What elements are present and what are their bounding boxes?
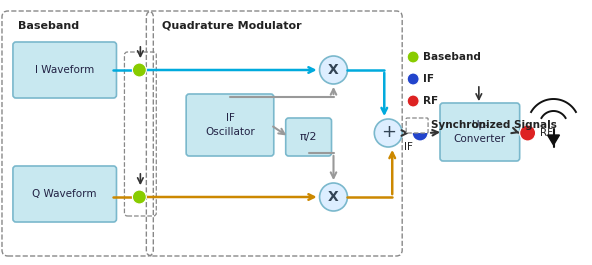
FancyBboxPatch shape xyxy=(13,42,117,98)
Polygon shape xyxy=(548,135,559,145)
Circle shape xyxy=(407,95,419,107)
Text: Up-: Up- xyxy=(471,120,489,130)
Text: IF: IF xyxy=(404,142,413,152)
Circle shape xyxy=(412,125,428,141)
Circle shape xyxy=(320,56,348,84)
Circle shape xyxy=(320,183,348,211)
Circle shape xyxy=(133,63,146,77)
FancyBboxPatch shape xyxy=(406,118,428,133)
Circle shape xyxy=(407,73,419,85)
Text: Baseband: Baseband xyxy=(18,21,79,31)
Circle shape xyxy=(374,119,402,147)
Text: Synchronized Signals: Synchronized Signals xyxy=(431,120,557,130)
Text: IF: IF xyxy=(423,74,434,84)
Text: Baseband: Baseband xyxy=(423,52,481,62)
Text: IF: IF xyxy=(226,113,234,123)
Text: Q Waveform: Q Waveform xyxy=(33,189,97,199)
Circle shape xyxy=(407,51,419,63)
Text: +: + xyxy=(381,123,396,141)
Text: Oscillator: Oscillator xyxy=(205,127,255,137)
Circle shape xyxy=(133,190,146,204)
FancyBboxPatch shape xyxy=(286,118,332,156)
Text: X: X xyxy=(328,190,339,204)
Text: X: X xyxy=(328,63,339,77)
FancyBboxPatch shape xyxy=(13,166,117,222)
FancyBboxPatch shape xyxy=(440,103,520,161)
Text: π/2: π/2 xyxy=(300,132,317,142)
Text: I Waveform: I Waveform xyxy=(35,65,94,75)
FancyBboxPatch shape xyxy=(186,94,274,156)
Text: Quadrature Modulator: Quadrature Modulator xyxy=(162,21,302,31)
Text: RF: RF xyxy=(423,96,438,106)
Circle shape xyxy=(520,125,536,141)
Text: Converter: Converter xyxy=(454,134,506,144)
Text: RF: RF xyxy=(539,128,552,138)
